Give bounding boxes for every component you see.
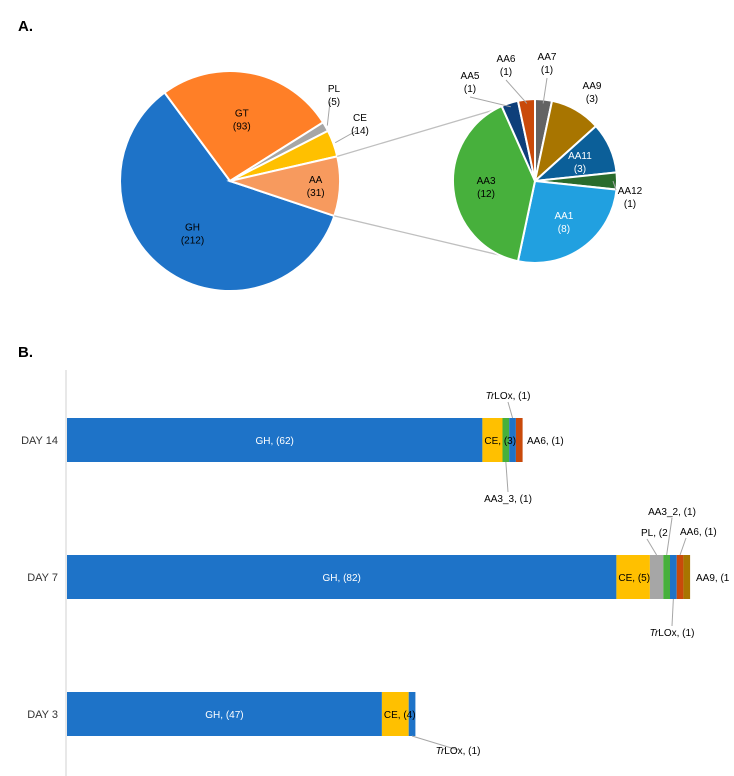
bar-segment-aa3_2 xyxy=(663,555,670,599)
bar-leader-trlox xyxy=(411,735,459,751)
bar-segment-gh xyxy=(67,418,483,462)
bar-segment-trlox xyxy=(670,555,677,599)
pie-label-aa3: AA3 xyxy=(477,176,496,187)
bar-label-trlox-rest: LOx, (1) xyxy=(494,391,530,402)
bar-label-trlox: TrLOx, (1) xyxy=(436,746,481,757)
bar-label-ce: CE, (3) xyxy=(484,436,516,447)
bar-label-ce: CE, (5) xyxy=(618,573,650,584)
bar-leader-trlox xyxy=(671,598,674,627)
pie-slice-aa6 xyxy=(516,97,536,182)
bar-label-trlox-italic: Tr xyxy=(486,391,495,402)
pie-slice-gt xyxy=(163,70,325,183)
pie-label-aa7: AA7 xyxy=(538,52,557,63)
bar-segment-ce xyxy=(482,418,503,462)
pie-label-aa7-value: (1) xyxy=(541,65,553,76)
connector-line-bottom xyxy=(334,215,501,256)
pie-label-ce: CE xyxy=(353,113,367,124)
pie-label-pl-value: (5) xyxy=(328,97,340,108)
bar-label-aa6: AA6, (1) xyxy=(527,436,564,447)
bar-segment-ce xyxy=(381,692,409,736)
bar-category-label: DAY 14 xyxy=(21,435,58,447)
pie-leader-aa6 xyxy=(505,79,528,104)
pie-label-ce-value: (14) xyxy=(351,126,369,137)
pie-label-aa9-value: (3) xyxy=(586,94,598,105)
pie-slice-aa1 xyxy=(516,179,618,264)
bar-segment-trlox xyxy=(509,418,516,462)
pie-label-aa: AA xyxy=(309,175,323,186)
bar-label-aa3_3: AA3_3, (1) xyxy=(484,494,532,505)
panel-a-label: A. xyxy=(18,18,33,35)
bar-category-label: DAY 7 xyxy=(27,572,58,584)
bar-leader-trlox xyxy=(507,401,514,419)
pie-label-aa-value: (31) xyxy=(307,188,325,199)
pie-leader-pl xyxy=(326,101,331,126)
bar-label-trlox: TrLOx, (1) xyxy=(650,628,695,639)
pie-connector-lines xyxy=(334,109,501,256)
stacked-bar-chart: DAY 14 GH, (62) CE, (3)AA3_3, (1)TrLOx, (1… xyxy=(21,370,730,776)
bar-leader-aa3_2 xyxy=(666,517,673,556)
bar-segment-aa6 xyxy=(676,555,684,599)
bar-label-trlox: TrLOx, (1) xyxy=(486,391,531,402)
panel-b-label: B. xyxy=(18,344,33,361)
pie-label-aa11-value: (3) xyxy=(574,164,586,175)
pie-label-aa9: AA9 xyxy=(583,81,602,92)
pie-label-gh: GH xyxy=(185,223,200,234)
pie-label-gt-value: (93) xyxy=(233,121,251,132)
bar-segment-pl xyxy=(649,555,664,599)
pie-label-gt: GT xyxy=(235,108,249,119)
pie-label-aa1: AA1 xyxy=(554,211,573,222)
bar-segment-trlox xyxy=(408,692,416,736)
pie-label-gh-value: (212) xyxy=(181,236,204,247)
bar-segment-aa9 xyxy=(683,555,691,599)
pie-label-aa3-value: (12) xyxy=(477,189,495,200)
main-pie-chart: GH (212) GT (93) PL (5) CE (14) AA (31) xyxy=(119,70,369,292)
bar-label-gh: GH, (82) xyxy=(323,573,361,584)
bar-segment-ce xyxy=(616,555,650,599)
bar-label-gh: GH, (62) xyxy=(256,436,294,447)
bar-label-trlox-italic: Tr xyxy=(650,628,659,639)
aa-breakdown-pie-chart: AA7 (1) AA9 (3) AA11 (3) AA12 (1) AA1 (8) AA3 (12) A… xyxy=(452,52,643,264)
bar-label-gh: GH, (47) xyxy=(205,710,243,721)
pie-label-aa6: AA6 xyxy=(497,54,516,65)
connector-line-top xyxy=(337,109,495,157)
pie-leader-aa12 xyxy=(612,180,617,191)
bar-label-trlox-italic: Tr xyxy=(436,746,445,757)
pie-label-aa11: AA11 xyxy=(568,151,592,162)
pie-leader-aa5 xyxy=(469,96,512,108)
pie-slice-aa3 xyxy=(452,104,537,263)
bar-segment-gh xyxy=(67,555,617,599)
pie-label-aa6-value: (1) xyxy=(500,67,512,78)
bar-segment-gh xyxy=(67,692,382,736)
bar-segment-aa3_3 xyxy=(502,418,510,462)
bar-leader-pl xyxy=(646,538,658,556)
pie-label-aa12-value: (1) xyxy=(624,199,636,210)
pie-slice-gh xyxy=(119,91,336,292)
bar-label-aa6: AA6, (1) xyxy=(680,527,717,538)
bar-label-aa3_2: AA3_2, (1) xyxy=(648,507,696,518)
bar-leader-aa3_3 xyxy=(505,461,509,493)
pie-leader-aa7 xyxy=(542,77,548,104)
bar-label-trlox-rest: LOx, (1) xyxy=(658,628,694,639)
bar-category-label: DAY 3 xyxy=(27,709,58,721)
pie-leader-ce xyxy=(334,130,357,144)
bar-segment-aa6 xyxy=(515,418,523,462)
bar-label-trlox-rest: LOx, (1) xyxy=(444,746,480,757)
bar-leader-aa6 xyxy=(679,537,687,556)
pie-label-aa1-value: (8) xyxy=(558,224,570,235)
pie-label-aa5-value: (1) xyxy=(464,84,476,95)
bar-label-ce: CE, (4) xyxy=(384,710,416,721)
pie-label-aa12: AA12 xyxy=(618,186,643,197)
pie-label-aa5: AA5 xyxy=(461,71,480,82)
bar-label-aa9: AA9, (1 xyxy=(696,573,730,584)
pie-label-pl: PL xyxy=(328,84,341,95)
bar-label-pl: PL, (2 xyxy=(641,528,668,539)
